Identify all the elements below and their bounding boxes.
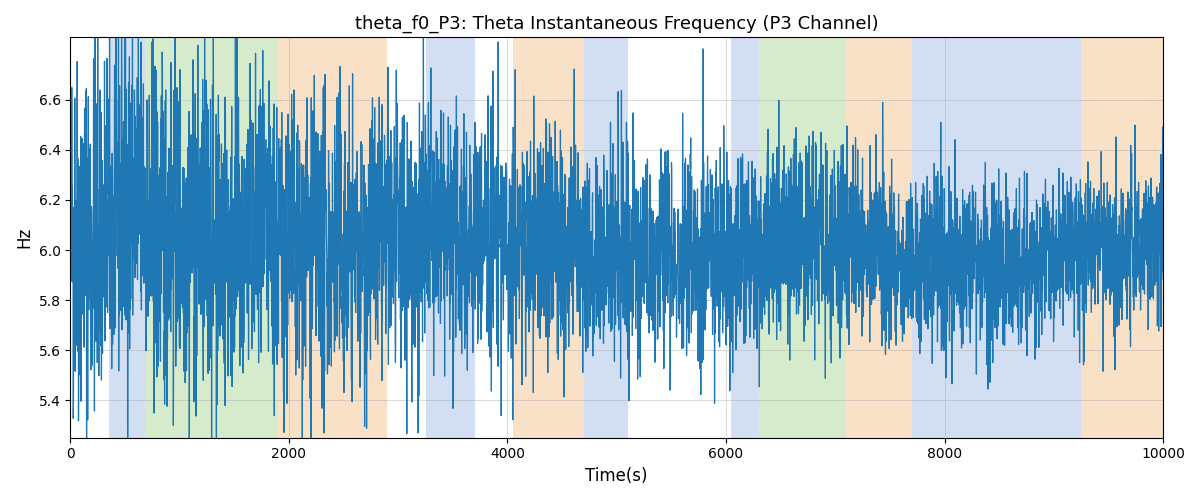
Bar [758, 38, 846, 438]
Bar [426, 38, 475, 438]
Bar [109, 38, 145, 438]
Bar [950, 38, 1081, 438]
Bar [278, 38, 388, 438]
Bar [584, 38, 628, 438]
Title: theta_f0_P3: Theta Instantaneous Frequency (P3 Channel): theta_f0_P3: Theta Instantaneous Frequen… [355, 15, 878, 34]
Bar [846, 38, 912, 438]
X-axis label: Time(s): Time(s) [586, 467, 648, 485]
Bar [732, 38, 758, 438]
Bar [1081, 38, 1163, 438]
Y-axis label: Hz: Hz [14, 227, 32, 248]
Bar [512, 38, 584, 438]
Bar [912, 38, 950, 438]
Bar [145, 38, 278, 438]
